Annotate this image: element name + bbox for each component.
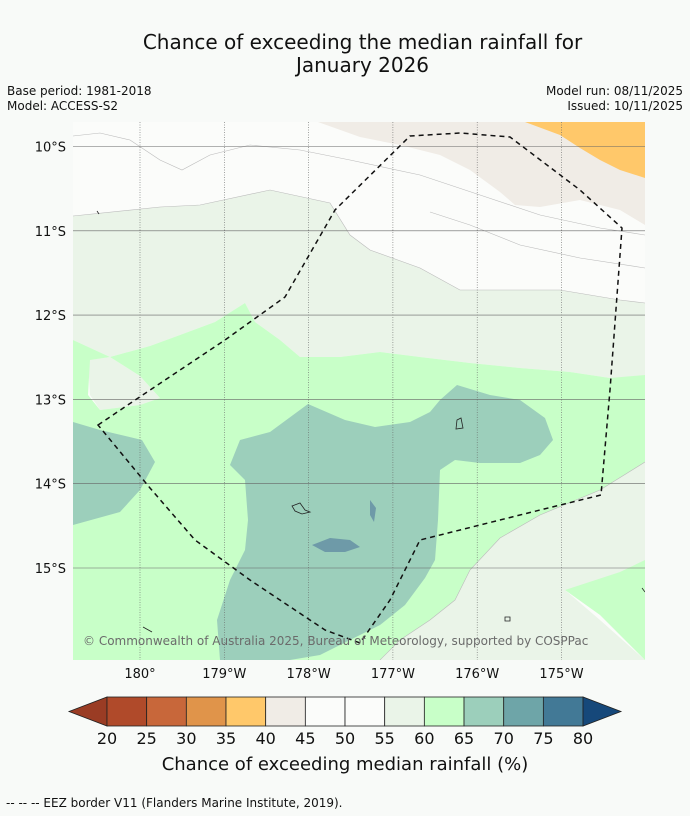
map-plot-area: © Commonwealth of Australia 2025, Bureau… (73, 122, 645, 660)
issued-date: Issued: 10/11/2025 (567, 99, 683, 113)
latitude-label: 12°S (35, 309, 66, 324)
colorbar-tick-label: 65 (454, 729, 474, 748)
colorbar-under-arrow (67, 696, 108, 727)
eez-border (96, 132, 623, 644)
zone-60-65-southeast-patch (565, 560, 645, 660)
colorbar-over-arrow (582, 696, 623, 727)
chart-title-line2: January 2026 (295, 53, 430, 77)
island (142, 626, 153, 633)
longitude-label: 175°W (539, 667, 583, 682)
chart-title-line1: Chance of exceeding the median rainfall … (142, 30, 583, 54)
island (291, 502, 312, 515)
colorbar-segment (304, 696, 346, 727)
longitude-label: 180° (124, 667, 155, 682)
colorbar-segment (265, 696, 306, 727)
latitude-labels: 10°S 11°S 12°S 13°S 14°S 15°S (35, 141, 66, 578)
base-period: Base period: 1981-2018 (7, 84, 152, 98)
colorbar-segment (344, 696, 386, 727)
zone-55-60-north (73, 190, 645, 382)
colorbar-segment (225, 696, 267, 727)
model-name: Model: ACCESS-S2 (7, 99, 119, 113)
colorbar-tick-label: 70 (494, 729, 514, 748)
latitude-label: 14°S (35, 478, 66, 493)
zone-55-60-west-patch (88, 357, 160, 410)
graticule (73, 122, 645, 660)
colorbar-tick-label: 75 (533, 729, 553, 748)
island (96, 210, 100, 215)
colorbar-tick-label: 35 (216, 729, 236, 748)
latitude-label: 10°S (35, 141, 66, 156)
eez-legend-note: -- -- -- EEZ border V11 (Flanders Marine… (6, 796, 343, 810)
colorbar-segment (384, 696, 425, 727)
model-run: Model run: 08/11/2025 (545, 84, 683, 98)
contour-line (73, 132, 645, 236)
longitude-labels: 180° 179°W 178°W 177°W 176°W 175°W (124, 667, 583, 682)
copyright-text: © Commonwealth of Australia 2025, Bureau… (83, 634, 588, 648)
islands (96, 210, 645, 633)
colorbar-segment (185, 696, 227, 727)
colorbar-tick-label: 50 (335, 729, 355, 748)
latitude-label: 13°S (35, 393, 66, 408)
colorbar-segment (503, 696, 544, 727)
meta-right: Model run: 08/11/2025 Issued: 10/11/2025 (546, 84, 683, 114)
meta-left: Base period: 1981-2018 Model: ACCESS-S2 (7, 84, 152, 114)
colorbar-tick-label: 40 (256, 729, 276, 748)
longitude-label: 176°W (455, 667, 499, 682)
longitude-label: 178°W (287, 667, 331, 682)
island (312, 538, 360, 552)
zone-35-40-corner (525, 122, 645, 178)
colorbar-label: Chance of exceeding median rainfall (%) (162, 754, 529, 775)
colorbar-ticks: 20 25 30 35 40 45 50 55 60 65 70 75 80 (97, 729, 593, 748)
latitude-label: 11°S (35, 225, 66, 240)
colorbar-segment (542, 696, 584, 727)
zone-65-70-central (217, 385, 553, 660)
contour-lines (73, 132, 645, 660)
colorbar-tick-label: 60 (414, 729, 434, 748)
colorbar-tick-label: 25 (136, 729, 156, 748)
colorbar-segment (106, 696, 148, 727)
island (504, 616, 511, 622)
colorbar (67, 696, 623, 727)
colorbar-tick-label: 55 (375, 729, 395, 748)
zone-65-70-west (73, 422, 155, 525)
contour-line (73, 189, 645, 304)
colorbar-tick-label: 30 (176, 729, 196, 748)
latitude-label: 15°S (35, 562, 66, 577)
longitude-label: 179°W (202, 667, 246, 682)
colorbar-segment (146, 696, 187, 727)
colorbar-segment (423, 696, 465, 727)
colorbar-tick-label: 80 (573, 729, 593, 748)
island (370, 500, 376, 522)
zone-40-45-northeast (318, 122, 645, 225)
longitude-label: 177°W (371, 667, 415, 682)
zone-55-60-southeast (380, 462, 645, 660)
colorbar-tick-label: 45 (295, 729, 315, 748)
island (641, 587, 645, 593)
colorbar-tick-label: 20 (97, 729, 117, 748)
colorbar-segment (463, 696, 505, 727)
rainfall-map: © Commonwealth of Australia 2025, Bureau… (35, 122, 645, 775)
contour-line (379, 461, 645, 660)
island (455, 417, 464, 430)
chart-title: Chance of exceeding the median rainfall … (0, 31, 690, 77)
contour-line (429, 211, 645, 269)
